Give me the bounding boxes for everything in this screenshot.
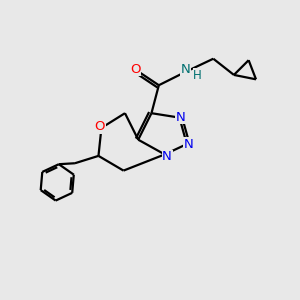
Text: N: N (181, 62, 190, 76)
Text: O: O (95, 120, 105, 133)
Text: N: N (162, 150, 172, 163)
Text: N: N (183, 138, 193, 151)
Text: N: N (176, 110, 186, 124)
Text: O: O (130, 62, 140, 76)
Text: H: H (193, 69, 202, 82)
